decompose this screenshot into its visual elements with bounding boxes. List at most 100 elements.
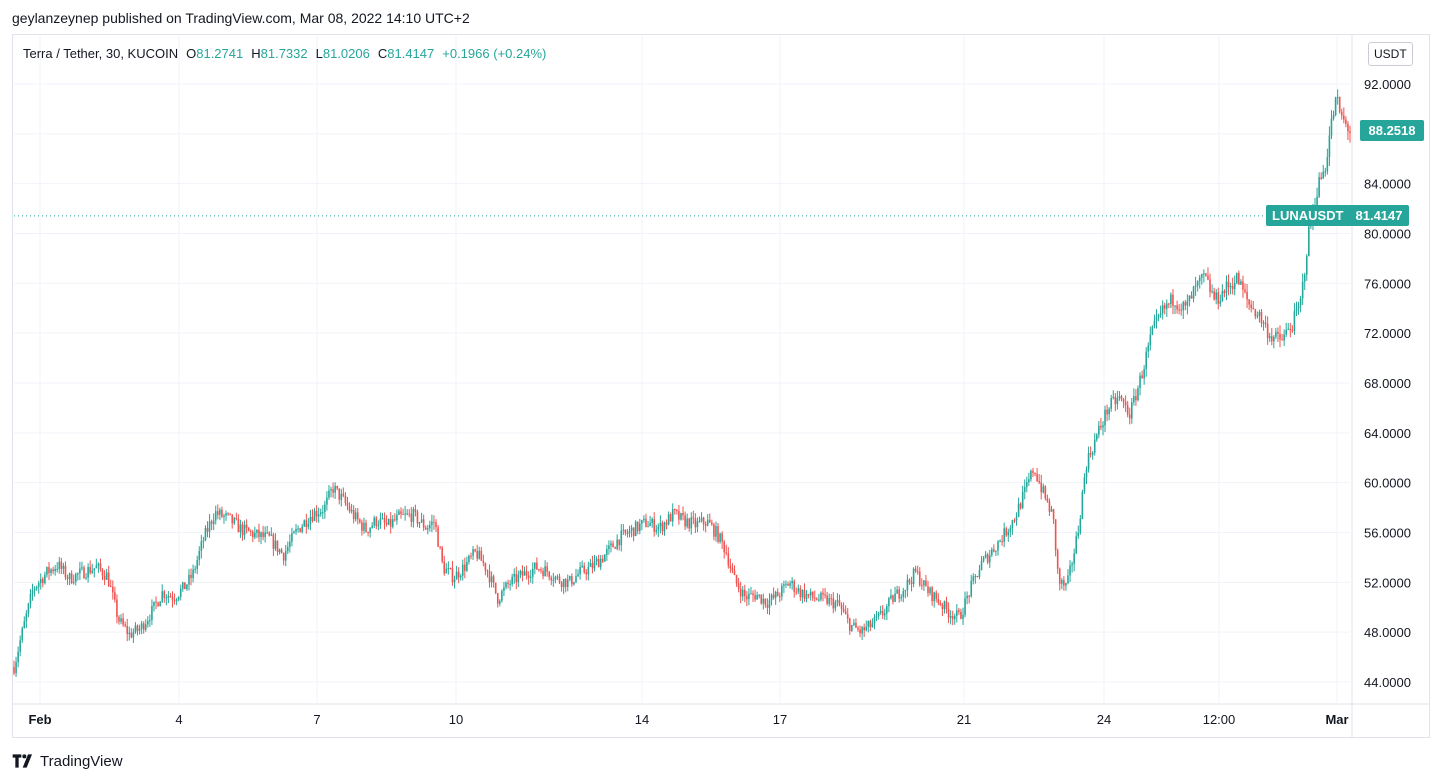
x-tick-label: 12:00 xyxy=(1203,712,1236,727)
candle-body xyxy=(23,621,26,629)
candle-body xyxy=(332,489,334,493)
candle-body xyxy=(328,490,330,498)
legend-symbol[interactable]: Terra / Tether, 30, KUCOIN xyxy=(23,46,179,61)
candle-body xyxy=(214,511,217,521)
candle-body xyxy=(956,610,958,617)
candle-body xyxy=(194,568,196,570)
candle-body xyxy=(305,520,308,527)
candle-body xyxy=(838,600,841,605)
candle-body xyxy=(865,626,868,631)
candle-body xyxy=(130,632,133,638)
candle-body xyxy=(488,571,491,583)
candle-body xyxy=(665,522,668,525)
x-tick-label: 17 xyxy=(773,712,787,727)
candle-body xyxy=(902,591,905,597)
candle-body xyxy=(484,562,487,571)
candle-body xyxy=(95,565,98,569)
candle-body xyxy=(1077,532,1080,537)
candle-body xyxy=(1203,273,1205,275)
candle-body xyxy=(762,598,765,604)
legend-open: 81.2741 xyxy=(196,46,244,61)
candle-body xyxy=(15,661,17,674)
candle-body xyxy=(986,554,989,563)
candle-body xyxy=(972,576,975,581)
candle-body xyxy=(400,511,402,514)
candle-body xyxy=(179,588,182,597)
candle-body xyxy=(1032,470,1034,474)
currency-button[interactable]: USDT xyxy=(1368,42,1413,66)
candle-body xyxy=(540,569,542,571)
candle-body xyxy=(1246,291,1248,300)
candle-body xyxy=(243,524,246,536)
candle-body xyxy=(517,574,520,583)
candle-body xyxy=(1034,473,1036,475)
candle-body xyxy=(772,594,775,598)
candle-body xyxy=(783,584,785,586)
candle-body xyxy=(1270,336,1273,342)
candle-body xyxy=(562,578,565,588)
candle-body xyxy=(1124,402,1127,406)
candle-body xyxy=(212,520,215,524)
candle-body xyxy=(461,564,464,576)
candle-body xyxy=(824,594,826,596)
tradingview-brand[interactable]: TradingView xyxy=(12,750,123,772)
legend-change: +0.1966 (+0.24%) xyxy=(442,46,547,61)
candle-body xyxy=(968,595,970,597)
candle-body xyxy=(173,600,176,602)
candle-body xyxy=(221,509,223,517)
candle-body xyxy=(280,549,283,554)
candle-body xyxy=(496,593,499,604)
candle-body xyxy=(575,576,577,583)
candle-body xyxy=(910,582,913,584)
candle-body xyxy=(348,506,351,512)
candle-body xyxy=(970,580,973,597)
candle-body xyxy=(365,522,367,532)
last-price-label: 88.2518 xyxy=(1360,120,1424,142)
candle-body xyxy=(466,561,468,571)
price-axis[interactable]: 44.0000 48.0000 52.0000 56.0000 60.0000 64.00… xyxy=(1364,77,1411,690)
candle-body xyxy=(805,593,808,599)
candle-body xyxy=(826,595,828,604)
candle-body xyxy=(546,566,548,572)
candle-body xyxy=(490,576,493,583)
candle-body xyxy=(1013,520,1016,522)
candle-body xyxy=(756,595,758,600)
candle-body xyxy=(225,513,227,516)
candle-body xyxy=(1104,409,1106,426)
candle-body xyxy=(480,550,483,561)
candle-body xyxy=(688,518,691,529)
candle-body xyxy=(1213,291,1215,300)
candle-body xyxy=(1347,123,1349,132)
candle-body xyxy=(914,568,917,572)
candle-body xyxy=(1159,313,1162,315)
candle-body xyxy=(937,599,940,604)
ohlc-legend: Terra / Tether, 30, KUCOIN O81.2741 H81.73… xyxy=(23,46,546,61)
candle-body xyxy=(900,596,903,599)
candle-body xyxy=(249,531,252,533)
candle-body xyxy=(126,625,129,635)
candle-body xyxy=(571,576,573,585)
candle-body xyxy=(1011,520,1014,529)
candle-body xyxy=(828,598,830,604)
candle-body xyxy=(752,593,754,596)
candle-body xyxy=(291,533,293,542)
candle-body xyxy=(190,574,192,579)
candle-body xyxy=(42,578,44,584)
candle-body xyxy=(638,523,641,532)
time-axis[interactable]: Feb 4 7 10 14 17 21 24 12:00 Mar xyxy=(28,712,1348,727)
candle-body xyxy=(284,551,287,561)
candle-body xyxy=(869,621,872,628)
candle-body xyxy=(1063,580,1065,586)
candle-body xyxy=(511,576,513,584)
candle-body xyxy=(731,568,734,571)
candle-body xyxy=(1098,425,1100,435)
candle-body xyxy=(426,528,429,530)
candle-body xyxy=(499,600,501,604)
candle-body xyxy=(813,597,816,599)
candle-body xyxy=(807,593,810,596)
candle-body xyxy=(295,528,297,532)
candle-body xyxy=(698,520,701,522)
candle-body xyxy=(375,517,378,526)
candle-body xyxy=(743,589,746,597)
